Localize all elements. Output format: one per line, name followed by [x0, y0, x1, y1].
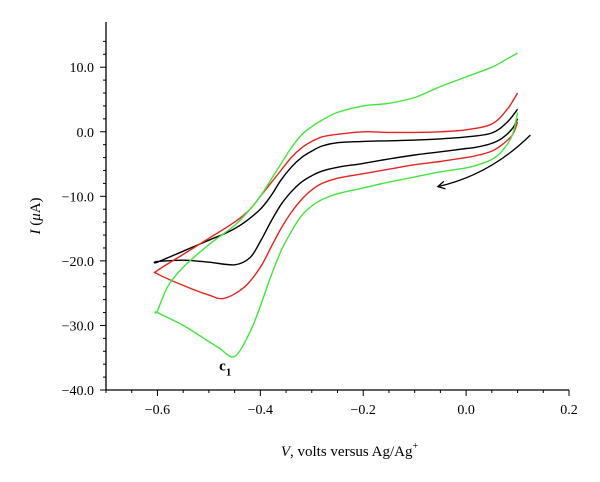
- axes: [105, 22, 569, 391]
- y-tick-label: −30.0: [62, 319, 94, 334]
- y-tick-label: 10.0: [70, 61, 95, 76]
- y-tick-label: −10.0: [62, 190, 94, 205]
- scan-arrow-line: [437, 134, 531, 188]
- tick-labels: 10.0 0.0 −10.0 −20.0 −30.0 −40.0 −0.6 −0.4 −0.2 0…: [62, 61, 578, 418]
- x-tick-label: −0.6: [145, 403, 170, 418]
- peak-annotation: c1: [219, 359, 231, 379]
- scan-arrow-head: [436, 180, 446, 190]
- y-tick-label: −20.0: [62, 255, 94, 270]
- x-axis-title: V, volts versus Ag/Ag+: [281, 441, 419, 460]
- x-tick-label: 0.2: [560, 403, 578, 418]
- x-tick-label: −0.2: [351, 403, 376, 418]
- series-line-3: [154, 52, 519, 358]
- series-line-1: [153, 108, 519, 266]
- tick-marks: [100, 40, 570, 396]
- y-tick-label: 0.0: [77, 126, 95, 141]
- series-line-2: [153, 92, 519, 300]
- y-tick-label: −40.0: [62, 384, 94, 399]
- x-tick-label: 0.0: [457, 403, 475, 418]
- x-tick-label: −0.4: [248, 403, 273, 418]
- series-curves: [153, 52, 519, 358]
- y-axis-title: I (μA): [28, 197, 44, 235]
- scan-direction-arrow: [436, 134, 531, 190]
